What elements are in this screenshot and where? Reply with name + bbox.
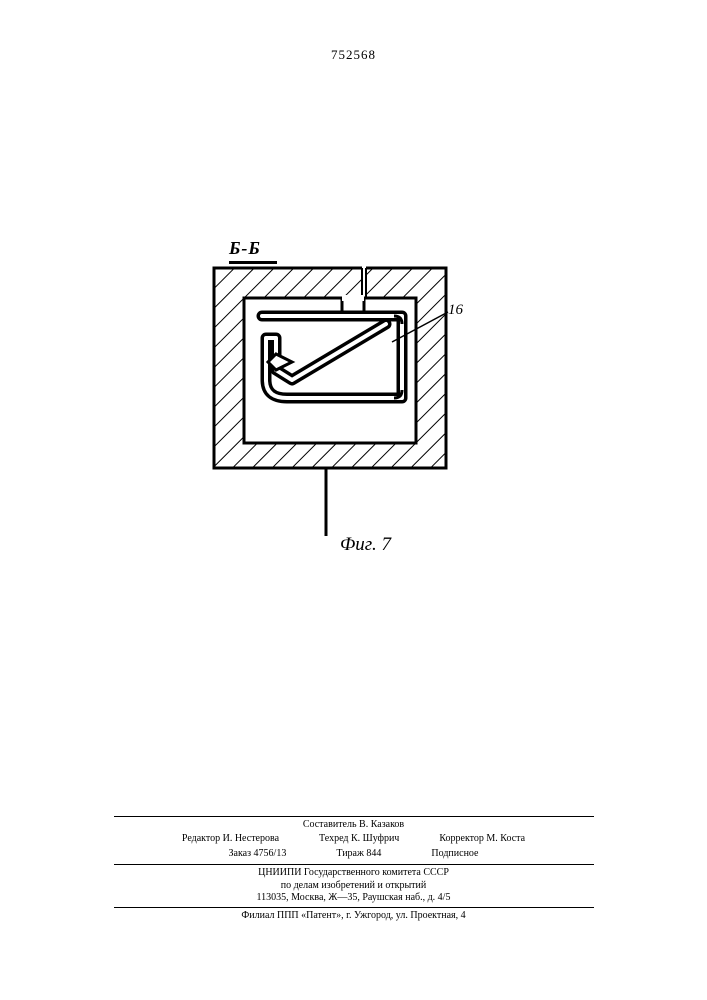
footer-print-run: Тираж 844	[336, 848, 381, 861]
section-label-wrap: Б-Б	[229, 238, 277, 264]
footer-block: Составитель В. Казаков Редактор И. Несте…	[0, 814, 707, 923]
footer-address: 113035, Москва, Ж—35, Раушская наб., д. …	[0, 892, 707, 905]
footer-corrector: Корректор М. Коста	[439, 833, 525, 846]
footer-tech-editor: Техред К. Шуфрич	[319, 833, 399, 846]
footer-compiler: Составитель В. Казаков	[303, 819, 404, 832]
figure-caption: Фиг. 7	[340, 534, 391, 556]
footer-org1: ЦНИИПИ Государственного комитета СССР	[0, 867, 707, 880]
footer-order: Заказ 4756/13	[229, 848, 287, 861]
footer-org2: по делам изобретений и открытий	[0, 880, 707, 893]
footer-subscription: Подписное	[431, 848, 478, 861]
footer-branch: Филиал ППП «Патент», г. Ужгород, ул. Про…	[0, 910, 707, 923]
footer-editor: Редактор И. Нестерова	[182, 833, 279, 846]
section-label: Б-Б	[229, 238, 277, 259]
callout-number: 16	[448, 302, 463, 319]
page-number: 752568	[331, 47, 376, 63]
